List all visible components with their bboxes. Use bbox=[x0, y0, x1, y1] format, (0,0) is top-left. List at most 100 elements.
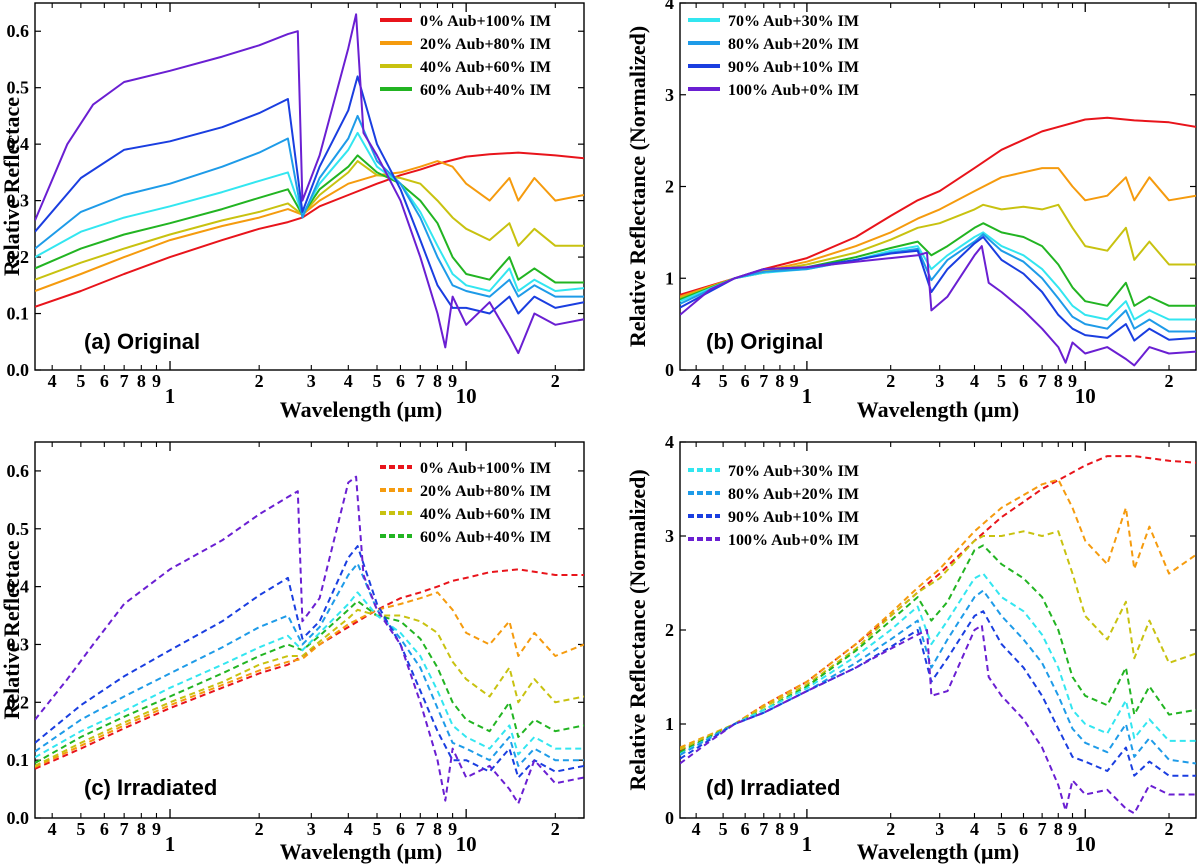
x-tick-label: 8 bbox=[433, 371, 442, 391]
series-line-7 bbox=[35, 13, 584, 355]
x-tick-label: 2 bbox=[1165, 819, 1174, 839]
y-tick-label: 3 bbox=[665, 526, 674, 546]
x-tick-label: 5 bbox=[76, 819, 85, 839]
series-line-0 bbox=[35, 151, 584, 308]
series-line-6 bbox=[35, 545, 584, 779]
series-line-0 bbox=[680, 455, 1196, 752]
y-tick-label: 1 bbox=[665, 714, 674, 734]
x-tick-label: 7 bbox=[120, 371, 129, 391]
y-tick-label: 1 bbox=[665, 268, 674, 288]
x-tick-label: 4 bbox=[970, 819, 979, 839]
x-decade-label: 10 bbox=[456, 384, 477, 408]
legend: 70% Aub+30% IM 80% Aub+20% IM 90% Aub+10% … bbox=[688, 463, 859, 549]
y-tick-label: 0.6 bbox=[7, 21, 30, 41]
legend-label: 20% Aub+80% IM bbox=[420, 483, 551, 500]
series-line-4 bbox=[35, 131, 584, 292]
x-decade-label: 1 bbox=[165, 384, 176, 408]
legend-label: 60% Aub+40% IM bbox=[420, 529, 551, 546]
series-line-5 bbox=[680, 589, 1196, 765]
y-tick-label: 2 bbox=[665, 620, 674, 640]
series-line-3 bbox=[680, 222, 1196, 307]
legend-label: 80% Aub+20% IM bbox=[728, 36, 859, 53]
x-tick-label: 6 bbox=[1019, 371, 1028, 391]
y-tick-label: 0.5 bbox=[7, 78, 30, 98]
x-tick-label: 9 bbox=[790, 371, 799, 391]
series-line-2 bbox=[35, 608, 584, 767]
series-group bbox=[680, 455, 1196, 815]
y-tick-label: 0.0 bbox=[7, 808, 30, 828]
x-tick-label: 4 bbox=[970, 371, 979, 391]
legend-label: 90% Aub+10% IM bbox=[728, 59, 859, 76]
panel-a: 0.00.10.20.30.40.50.64 5 6 7 8 9 2 3 4 5 6 7 8 9 21 10W… bbox=[0, 2, 585, 422]
x-tick-label: 2 bbox=[255, 371, 264, 391]
x-axis-title: Wavelength (µm) bbox=[280, 397, 442, 422]
x-tick-label: 8 bbox=[1054, 819, 1063, 839]
legend: 0% Aub+100% IM 20% Aub+80% IM 40% Aub+60% … bbox=[380, 13, 551, 99]
series-line-1 bbox=[680, 167, 1196, 298]
x-tick-label: 9 bbox=[448, 819, 457, 839]
x-tick-label: 4 bbox=[48, 371, 57, 391]
x-tick-label: 7 bbox=[416, 819, 425, 839]
x-tick-label: 2 bbox=[1165, 371, 1174, 391]
y-axis-title: Relative Reflectance (Normalized) bbox=[625, 26, 650, 347]
x-tick-label: 9 bbox=[152, 819, 161, 839]
x-decade-label: 10 bbox=[1075, 384, 1096, 408]
x-decade-label: 10 bbox=[456, 832, 477, 856]
x-axis-title: Wavelength (µm) bbox=[280, 839, 442, 864]
y-axis-title: Relative Reflectance (Normalized) bbox=[625, 469, 650, 790]
y-tick-label: 0 bbox=[665, 808, 674, 828]
x-tick-label: 2 bbox=[886, 819, 895, 839]
series-line-1 bbox=[35, 591, 584, 769]
series-line-4 bbox=[680, 231, 1196, 321]
legend-label: 60% Aub+40% IM bbox=[420, 82, 551, 99]
x-axis-title: Wavelength (µm) bbox=[857, 397, 1019, 422]
x-tick-label: 3 bbox=[307, 371, 316, 391]
x-tick-label: 3 bbox=[307, 819, 316, 839]
series-line-1 bbox=[680, 478, 1196, 749]
y-tick-label: 0.3 bbox=[7, 634, 30, 654]
legend-label: 40% Aub+60% IM bbox=[420, 506, 551, 523]
series-line-2 bbox=[680, 203, 1196, 300]
x-tick-label: 3 bbox=[935, 371, 944, 391]
x-tick-label: 7 bbox=[1038, 371, 1047, 391]
series-line-1 bbox=[35, 160, 584, 292]
x-tick-label: 2 bbox=[255, 819, 264, 839]
y-tick-label: 0.1 bbox=[7, 750, 30, 770]
x-decade-label: 10 bbox=[1075, 832, 1096, 856]
y-tick-label: 0.2 bbox=[7, 247, 30, 267]
x-tick-label: 5 bbox=[997, 819, 1006, 839]
x-tick-label: 3 bbox=[935, 819, 944, 839]
series-line-6 bbox=[680, 236, 1196, 342]
x-tick-label: 9 bbox=[448, 371, 457, 391]
x-tick-label: 4 bbox=[48, 819, 57, 839]
x-axis-title: Wavelength (µm) bbox=[857, 839, 1019, 864]
x-tick-label: 9 bbox=[152, 371, 161, 391]
series-line-2 bbox=[35, 160, 584, 281]
y-tick-label: 4 bbox=[665, 0, 674, 13]
y-tick-label: 0.6 bbox=[7, 461, 30, 481]
x-tick-label: 7 bbox=[759, 819, 768, 839]
x-tick-label: 7 bbox=[1038, 819, 1047, 839]
x-tick-label: 5 bbox=[719, 819, 728, 839]
x-tick-label: 9 bbox=[1068, 819, 1077, 839]
series-line-7 bbox=[680, 624, 1196, 815]
x-tick-label: 8 bbox=[775, 819, 784, 839]
x-decade-label: 1 bbox=[165, 832, 176, 856]
x-tick-label: 6 bbox=[741, 371, 750, 391]
series-group bbox=[35, 13, 584, 355]
legend-label: 20% Aub+80% IM bbox=[420, 36, 551, 53]
series-line-5 bbox=[35, 562, 584, 767]
series-line-3 bbox=[35, 154, 584, 284]
x-tick-label: 7 bbox=[759, 371, 768, 391]
x-tick-label: 6 bbox=[396, 371, 405, 391]
series-line-3 bbox=[35, 600, 584, 764]
x-tick-label: 4 bbox=[692, 371, 701, 391]
y-tick-label: 3 bbox=[665, 85, 674, 105]
legend-label: 70% Aub+30% IM bbox=[728, 13, 859, 30]
y-tick-label: 0.5 bbox=[7, 519, 30, 539]
x-decade-label: 1 bbox=[802, 384, 813, 408]
legend-label: 0% Aub+100% IM bbox=[420, 460, 551, 477]
x-tick-label: 5 bbox=[373, 819, 382, 839]
